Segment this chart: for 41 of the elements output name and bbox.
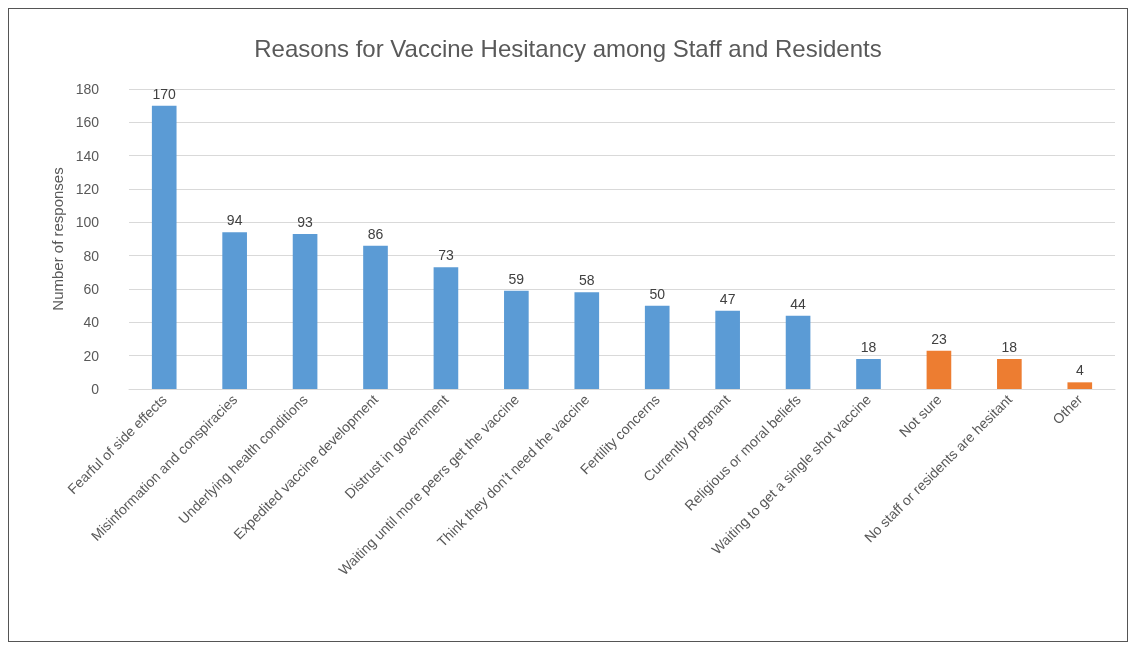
bar bbox=[715, 310, 740, 389]
y-tick-label: 20 bbox=[83, 347, 100, 364]
y-tick-label: 160 bbox=[75, 114, 100, 131]
bar bbox=[997, 359, 1022, 389]
bar bbox=[292, 234, 318, 389]
y-tick-label: 120 bbox=[75, 181, 100, 197]
bar bbox=[222, 232, 247, 389]
bar bbox=[363, 245, 388, 389]
x-tick-label: Not sure bbox=[895, 391, 945, 441]
data-label: 23 bbox=[931, 330, 947, 347]
data-label: 58 bbox=[579, 272, 595, 289]
y-tick-label: 60 bbox=[83, 281, 100, 297]
bar bbox=[504, 290, 529, 389]
y-axis-title: Number of responses bbox=[48, 167, 66, 311]
y-tick-label: 180 bbox=[75, 81, 100, 97]
bar bbox=[433, 267, 459, 389]
data-label: 44 bbox=[790, 295, 807, 312]
data-label: 50 bbox=[649, 285, 666, 302]
data-label: 94 bbox=[226, 212, 243, 229]
data-label: 86 bbox=[367, 225, 384, 242]
y-tick-label: 0 bbox=[91, 381, 100, 397]
data-label: 73 bbox=[438, 247, 454, 264]
y-tick-label: 40 bbox=[83, 314, 100, 331]
data-label: 18 bbox=[860, 339, 877, 355]
bar bbox=[644, 305, 670, 389]
data-label: 93 bbox=[297, 214, 314, 230]
data-label: 4 bbox=[1075, 362, 1084, 379]
data-label: 170 bbox=[152, 85, 177, 102]
data-label: 47 bbox=[719, 290, 736, 307]
y-tick-label: 140 bbox=[75, 147, 100, 164]
bar bbox=[856, 359, 881, 389]
y-tick-label: 100 bbox=[75, 214, 100, 231]
bar bbox=[574, 292, 600, 389]
data-label: 18 bbox=[1001, 339, 1018, 355]
chart-title: Reasons for Vaccine Hesitancy among Staff and Residents bbox=[254, 34, 882, 62]
bar bbox=[926, 350, 952, 389]
data-label: 59 bbox=[508, 270, 525, 287]
bar bbox=[785, 315, 811, 389]
bar bbox=[151, 105, 177, 389]
bar bbox=[1067, 382, 1093, 389]
y-tick-label: 80 bbox=[83, 247, 100, 264]
